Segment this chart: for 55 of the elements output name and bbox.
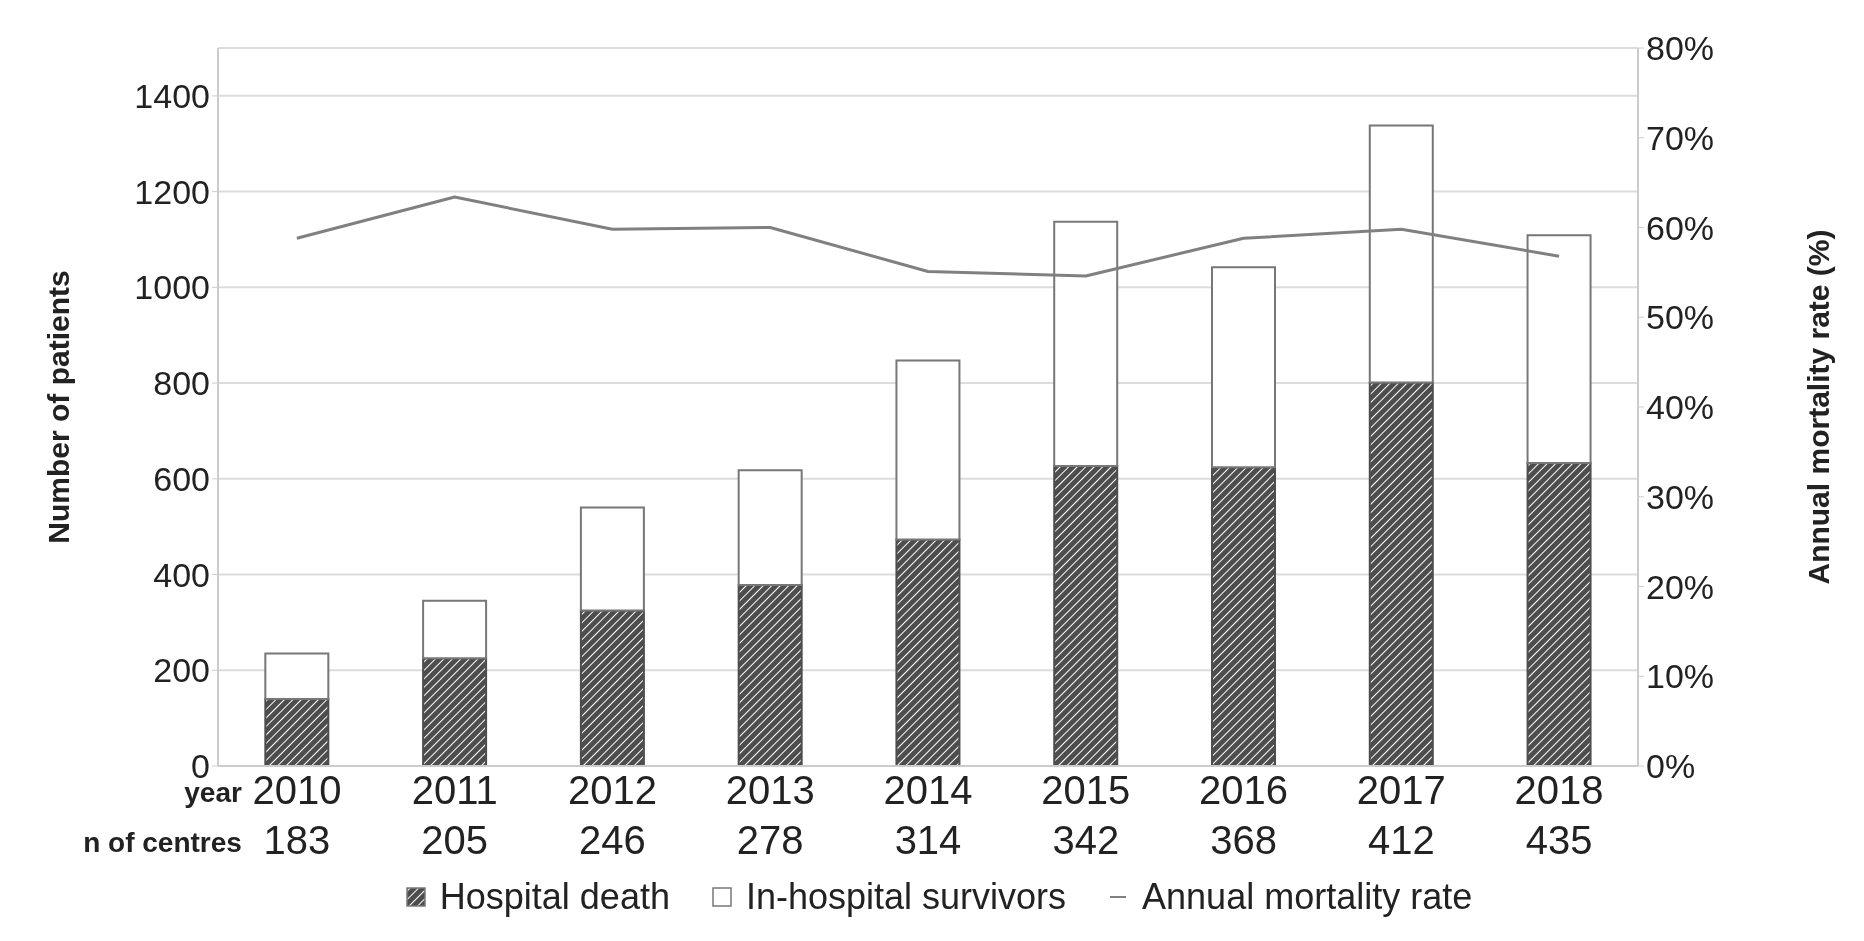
y2-tick-label: 60% <box>1646 208 1715 247</box>
x-tick-label: 2016 <box>1199 768 1289 812</box>
bar <box>1211 466 1276 766</box>
bar <box>895 359 961 541</box>
bar <box>264 652 330 700</box>
legend-label: Hospital death <box>439 876 670 918</box>
y2-tick-label: 40% <box>1646 388 1715 427</box>
x-tick-label: 2011 <box>411 768 498 812</box>
text: 183 <box>263 818 331 862</box>
x-tick-label: 2014 <box>883 768 973 812</box>
y-tick-label: 200 <box>153 651 210 690</box>
bar <box>264 697 330 766</box>
text: 278 <box>736 818 804 862</box>
bar <box>1211 266 1276 469</box>
legend-label: In-hospital survivors <box>745 876 1067 918</box>
bar <box>1368 381 1434 766</box>
bar <box>579 506 645 612</box>
y2-axis-title: Annual mortality rate (%) <box>1801 229 1835 585</box>
y2-tick-label: 20% <box>1646 567 1715 606</box>
bar <box>1526 462 1592 766</box>
bar <box>737 469 803 587</box>
text: n of centres <box>83 827 242 858</box>
y-tick-label: 800 <box>153 364 210 403</box>
text: 412 <box>1367 818 1435 862</box>
text: 314 <box>894 818 962 862</box>
y-tick-label: 1000 <box>134 268 210 307</box>
y-tick-label: 1200 <box>134 172 210 211</box>
x-tick-label: 2010 <box>252 768 342 812</box>
bar <box>895 538 961 766</box>
text: 246 <box>579 818 646 862</box>
y2-tick-label: 0% <box>1646 747 1696 786</box>
bar <box>579 609 645 766</box>
x-tick-label: 2017 <box>1356 768 1446 812</box>
y-tick-label: 1400 <box>134 76 210 115</box>
bar <box>422 657 488 766</box>
text: 205 <box>421 818 489 862</box>
y2-tick-label: 80% <box>1646 29 1715 68</box>
y-axis-title: Number of patients <box>41 270 75 544</box>
bar <box>422 599 488 660</box>
bar <box>1053 464 1119 766</box>
text: 435 <box>1525 818 1593 862</box>
y2-tick-label: 70% <box>1646 118 1715 157</box>
y-tick-label: 600 <box>153 459 210 498</box>
legend-label: Annual mortality rate <box>1142 876 1473 918</box>
text: 368 <box>1210 818 1277 862</box>
text: 342 <box>1052 818 1120 862</box>
x-tick-label: 2015 <box>1041 768 1131 812</box>
y2-tick-label: 10% <box>1646 657 1715 696</box>
x-tick-label: 2013 <box>725 768 815 812</box>
x-tick-label: 2012 <box>567 768 657 812</box>
y-tick-label: 400 <box>153 555 210 594</box>
bar <box>737 584 803 766</box>
x-tick-label: 2018 <box>1514 768 1604 812</box>
y2-tick-label: 50% <box>1646 298 1715 337</box>
y2-tick-label: 30% <box>1646 477 1715 516</box>
